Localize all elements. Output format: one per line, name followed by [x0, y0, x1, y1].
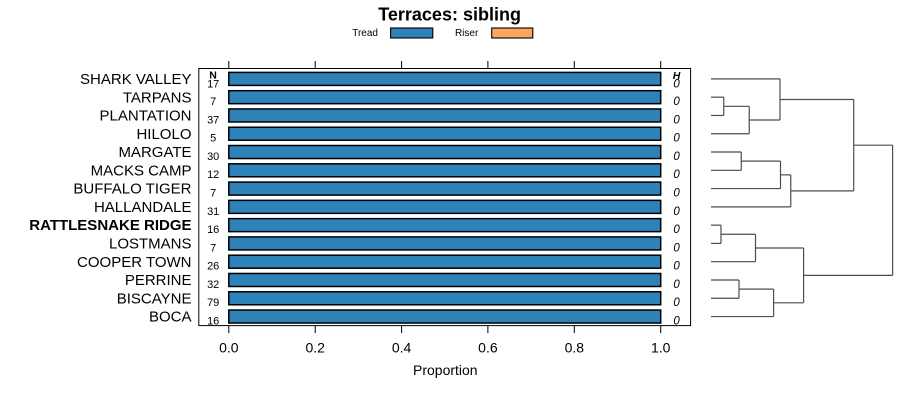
svg-text:HILOLO: HILOLO	[136, 126, 191, 143]
svg-text:MACKS CAMP: MACKS CAMP	[91, 162, 192, 179]
svg-text:0: 0	[673, 206, 680, 218]
svg-text:HALLANDALE: HALLANDALE	[94, 199, 192, 216]
svg-text:0.8: 0.8	[565, 339, 585, 355]
svg-text:TARPANS: TARPANS	[123, 89, 192, 106]
svg-text:Proportion: Proportion	[413, 362, 478, 378]
svg-text:30: 30	[207, 151, 219, 163]
svg-text:0: 0	[673, 151, 680, 163]
svg-text:MARGATE: MARGATE	[118, 144, 191, 161]
svg-text:7: 7	[210, 187, 216, 199]
svg-text:7: 7	[210, 96, 216, 108]
svg-text:PLANTATION: PLANTATION	[100, 108, 192, 125]
svg-text:H: H	[673, 70, 681, 82]
svg-text:LOSTMANS: LOSTMANS	[109, 236, 192, 253]
svg-text:0: 0	[673, 187, 680, 199]
svg-text:0: 0	[673, 114, 680, 126]
svg-text:0: 0	[673, 279, 680, 291]
svg-text:RATTLESNAKE RIDGE: RATTLESNAKE RIDGE	[29, 217, 191, 234]
svg-text:Terraces: sibling: Terraces: sibling	[378, 5, 521, 25]
svg-text:0: 0	[673, 133, 680, 145]
svg-text:Riser: Riser	[455, 28, 479, 39]
svg-text:0.4: 0.4	[392, 339, 412, 355]
svg-text:7: 7	[210, 242, 216, 254]
svg-text:0.0: 0.0	[219, 339, 239, 355]
svg-text:0: 0	[673, 297, 680, 309]
svg-text:37: 37	[207, 114, 219, 126]
svg-text:BUFFALO TIGER: BUFFALO TIGER	[73, 181, 191, 198]
svg-text:0.2: 0.2	[305, 339, 325, 355]
svg-text:COOPER TOWN: COOPER TOWN	[77, 254, 191, 271]
svg-text:16: 16	[207, 224, 219, 236]
svg-text:0.6: 0.6	[478, 339, 498, 355]
svg-text:16: 16	[207, 315, 219, 327]
svg-text:BISCAYNE: BISCAYNE	[117, 290, 192, 307]
svg-text:0: 0	[673, 315, 680, 327]
svg-text:26: 26	[207, 261, 219, 273]
svg-text:31: 31	[207, 206, 219, 218]
svg-text:0: 0	[673, 79, 680, 91]
svg-text:0: 0	[673, 224, 680, 236]
svg-text:N: N	[209, 70, 217, 82]
svg-text:Tread: Tread	[352, 28, 378, 39]
svg-text:0: 0	[673, 261, 680, 273]
svg-text:0: 0	[673, 242, 680, 254]
svg-text:17: 17	[207, 78, 219, 90]
svg-text:5: 5	[210, 133, 216, 145]
svg-text:1.0: 1.0	[651, 339, 671, 355]
svg-text:0: 0	[673, 96, 680, 108]
svg-text:PERRINE: PERRINE	[125, 272, 192, 289]
svg-text:0: 0	[673, 169, 680, 181]
svg-text:BOCA: BOCA	[149, 309, 192, 326]
svg-text:12: 12	[207, 169, 219, 181]
svg-text:SHARK VALLEY: SHARK VALLEY	[80, 71, 191, 88]
svg-text:79: 79	[207, 297, 219, 309]
svg-text:32: 32	[207, 279, 219, 291]
